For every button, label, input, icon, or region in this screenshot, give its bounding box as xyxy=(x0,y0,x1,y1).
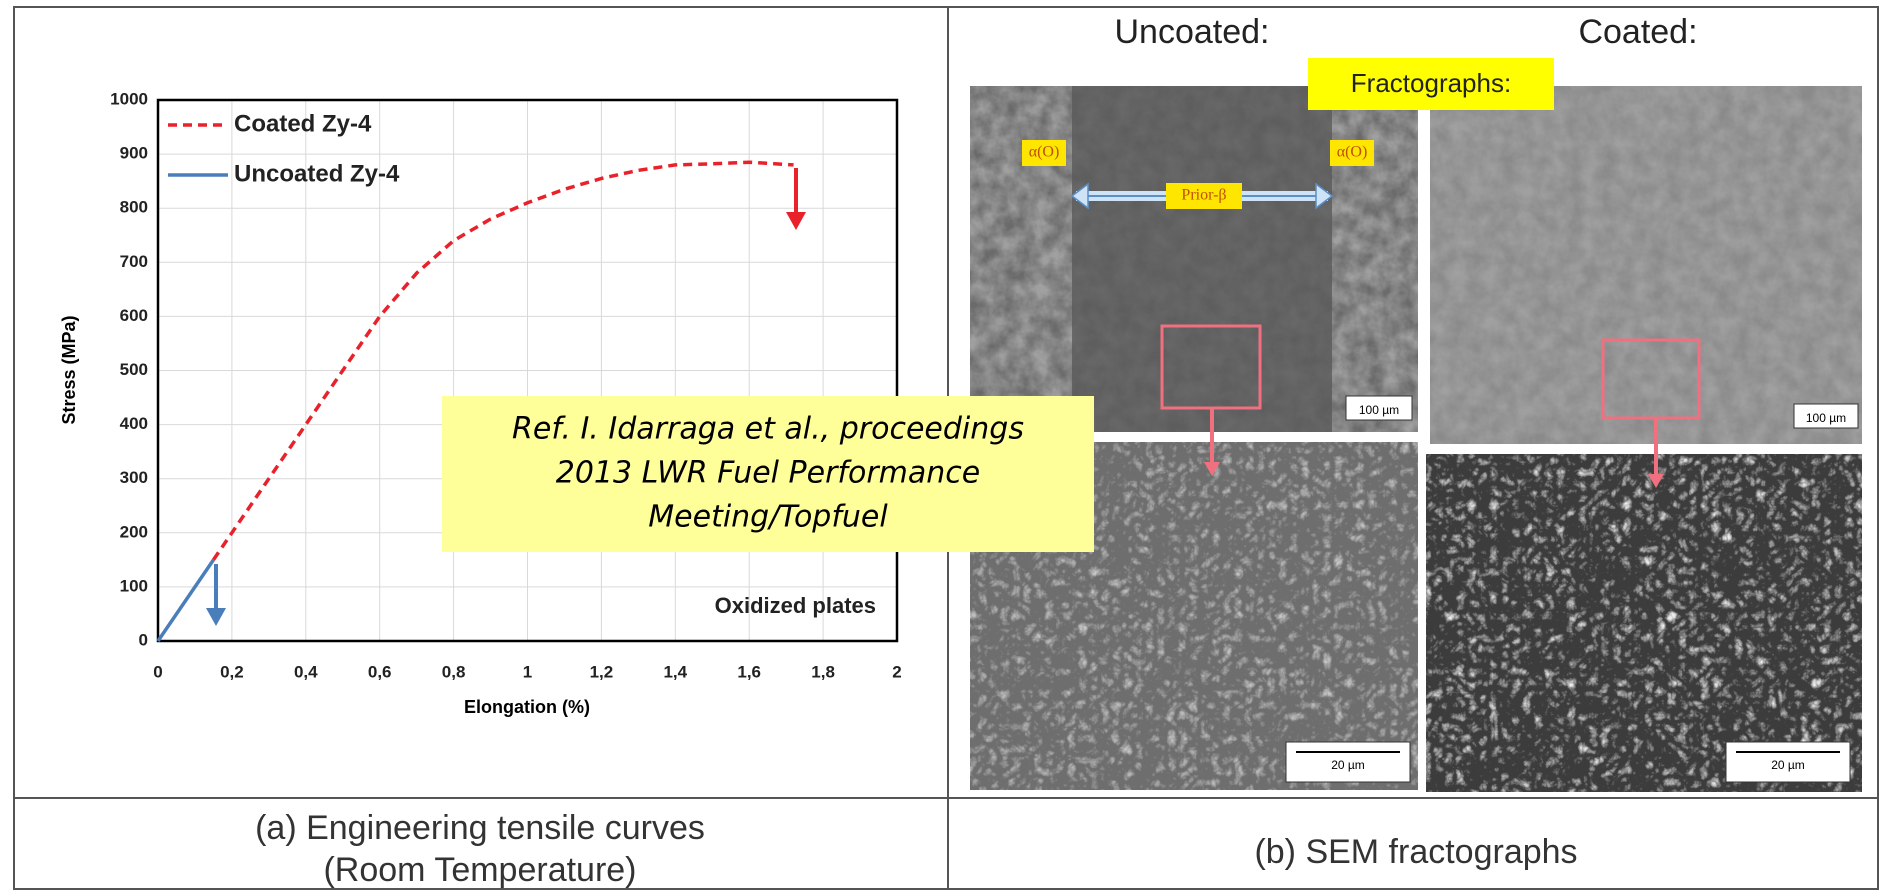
sem-texture xyxy=(1430,86,1862,444)
legend-label: Coated Zy-4 xyxy=(234,110,372,137)
x-tick-label: 1,8 xyxy=(811,662,835,681)
label-box xyxy=(1166,183,1242,209)
y-tick-label: 1000 xyxy=(110,89,148,108)
scale-bar xyxy=(1285,741,1411,783)
badge-text: Fractographs: xyxy=(1351,68,1511,98)
y-tick-label: 900 xyxy=(120,144,148,163)
reference-note xyxy=(442,396,1094,552)
x-tick-label: 2 xyxy=(892,662,901,681)
column-header: Coated: xyxy=(1578,13,1697,51)
reference-line: Meeting/Topfuel xyxy=(648,500,888,535)
arrow-head xyxy=(1070,182,1334,210)
reference-line: 2013 LWR Fuel Performance xyxy=(556,456,981,491)
y-tick-label: 500 xyxy=(120,360,148,379)
arrow-head xyxy=(206,608,226,626)
column-header: Uncoated: xyxy=(1115,13,1270,51)
frame xyxy=(13,6,1879,890)
scale-bar xyxy=(1793,403,1859,429)
legend-label: Uncoated Zy-4 xyxy=(234,160,400,187)
x-tick-label: 1,6 xyxy=(737,662,761,681)
y-tick-label: 600 xyxy=(120,306,148,325)
y-tick-label: 800 xyxy=(120,198,148,217)
zoom-box xyxy=(1601,338,1701,420)
scale-label: 100 µm xyxy=(1359,403,1399,417)
y-tick-label: 100 xyxy=(120,576,148,595)
label-box xyxy=(1330,140,1374,166)
region-label: α(O) xyxy=(1337,144,1368,161)
badge xyxy=(1308,58,1554,110)
scale-label: 100 µm xyxy=(1806,411,1846,425)
y-axis-label: Stress (MPa) xyxy=(59,315,79,424)
scale-bar xyxy=(1345,395,1413,421)
y-tick-label: 400 xyxy=(120,414,148,433)
arrow-head xyxy=(786,212,806,230)
y-tick-label: 300 xyxy=(120,468,148,487)
arrow-head xyxy=(1648,474,1664,488)
x-axis-label: Elongation (%) xyxy=(464,697,590,717)
y-tick-label: 200 xyxy=(120,522,148,541)
series-line xyxy=(211,160,794,561)
x-tick-label: 1,4 xyxy=(663,662,687,681)
x-tick-label: 0,8 xyxy=(442,662,466,681)
annotation: Oxidized plates xyxy=(715,593,876,618)
x-tick-label: 1,2 xyxy=(590,662,614,681)
plot-border xyxy=(156,98,899,643)
label-box xyxy=(1022,140,1066,166)
x-tick-label: 0,6 xyxy=(368,662,392,681)
series-line xyxy=(156,558,215,642)
x-tick-label: 0 xyxy=(153,662,162,681)
scale-bar xyxy=(1725,741,1851,783)
scale-label: 20 µm xyxy=(1771,758,1805,772)
y-tick-label: 0 xyxy=(139,630,148,649)
x-tick-label: 0,4 xyxy=(294,662,318,681)
region-label: α(O) xyxy=(1029,144,1060,161)
arrow-head xyxy=(1204,462,1220,476)
x-tick-label: 0,2 xyxy=(220,662,244,681)
region-label: Prior-β xyxy=(1181,187,1226,204)
y-tick-label: 700 xyxy=(120,252,148,271)
sem-region xyxy=(1072,86,1332,432)
x-tick-label: 1 xyxy=(523,662,532,681)
caption: (a) Engineering tensile curves xyxy=(255,809,705,847)
scale-label: 20 µm xyxy=(1331,758,1365,772)
reference-line: Ref. I. Idarraga et al., proceedings xyxy=(512,412,1024,447)
sem-texture xyxy=(1426,454,1862,792)
caption: (Room Temperature) xyxy=(323,851,636,889)
sem-panel: α(O) α(O) Prior-β 100 µm 100 µm 20 µm 20… xyxy=(970,86,1862,792)
caption: (b) SEM fractographs xyxy=(1254,833,1577,871)
